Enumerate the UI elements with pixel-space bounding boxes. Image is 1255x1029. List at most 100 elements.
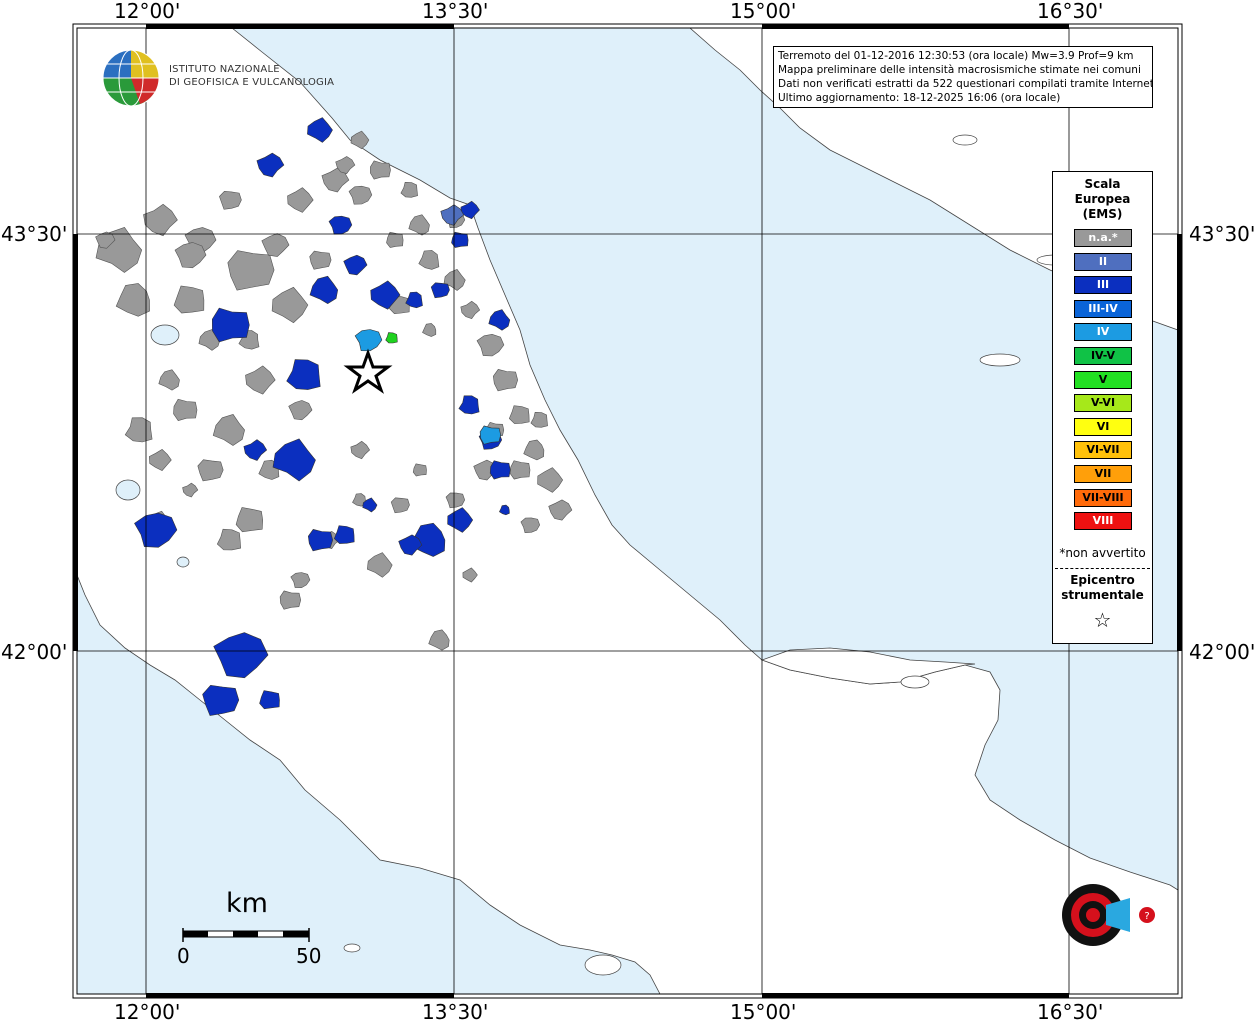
island [952, 134, 978, 146]
municipality-area [243, 439, 268, 461]
municipality-area [408, 214, 430, 236]
legend-epicenter-line-2: strumentale [1061, 588, 1144, 602]
municipality-area [460, 200, 480, 220]
ems-legend: Scala Europea (EMS) n.a.* II III III-IV IV IV… [1052, 171, 1153, 644]
island [343, 943, 361, 953]
event-info-box: Terremoto del 01-12-2016 12:30:53 (ora l… [773, 46, 1153, 108]
municipality-area [95, 231, 116, 249]
municipality-area [115, 283, 150, 317]
map-frame [72, 23, 1183, 999]
municipality-area [143, 203, 178, 237]
municipality-area [509, 460, 531, 480]
municipality-area [443, 269, 466, 291]
gargano-peninsula [760, 647, 976, 685]
municipality-area [537, 467, 564, 493]
lon-tick-top-13-30: 13°30' [422, 0, 489, 23]
municipality-area [261, 233, 290, 257]
municipality-area [343, 254, 368, 276]
municipality-area [245, 365, 276, 395]
legend-epicenter-label: Epicentro strumentale [1053, 573, 1152, 603]
municipality-area [173, 285, 205, 314]
municipality-area [174, 242, 207, 269]
municipality-area [290, 572, 311, 589]
municipality-area [530, 411, 548, 428]
lon-tick-bottom-15-00: 15°00' [730, 1000, 797, 1024]
legend-item: IV-V [1074, 347, 1132, 365]
municipality-area [548, 499, 573, 521]
legend-title-line-1: Scala [1084, 177, 1121, 191]
lon-tick-top-12-00: 12°00' [114, 0, 181, 23]
municipality-area [460, 300, 481, 320]
legend-item: V [1074, 370, 1132, 389]
municipality-area [213, 632, 269, 679]
legend-item: VIII [1074, 512, 1132, 531]
lon-tick-top-16-30: 16°30' [1037, 0, 1104, 23]
municipality-area [508, 405, 530, 424]
legend-epicenter-line-1: Epicentro [1070, 573, 1135, 587]
municipality-area [211, 307, 250, 343]
legend-item: III-IV [1074, 299, 1132, 318]
lat-tick-right-43-30: 43°30' [1189, 222, 1255, 246]
municipality-area [328, 215, 353, 235]
municipality-area [148, 449, 172, 471]
municipality-area [458, 395, 480, 415]
lat-tick-left-43-30: 43°30' [1, 222, 68, 246]
municipality-area [499, 504, 510, 516]
municipality-area [370, 160, 391, 180]
municipality-area [348, 185, 373, 205]
scale-start: 0 [177, 944, 190, 968]
municipality-area [350, 440, 370, 460]
municipality-area [418, 250, 440, 270]
municipality-area [134, 512, 178, 548]
municipality-area [173, 398, 198, 422]
legend-item: V-VI [1074, 394, 1132, 413]
municipality-area [235, 507, 264, 533]
lon-tick-bottom-16-30: 16°30' [1037, 1000, 1104, 1024]
event-info-line-4: Ultimo aggiornamento: 18-12-2025 16:06 (… [778, 92, 1061, 104]
municipality-area [271, 286, 309, 324]
lon-tick-bottom-13-30: 13°30' [422, 1000, 489, 1024]
municipality-area [422, 323, 437, 337]
island [979, 353, 1021, 367]
municipality-area [259, 690, 280, 710]
legend-item: VII [1074, 465, 1132, 483]
legend-title: Scala Europea (EMS) [1053, 177, 1152, 222]
municipality-area [182, 482, 199, 498]
scale-unit: km [226, 888, 268, 919]
municipality-area [390, 497, 410, 514]
municipality-area [462, 567, 478, 583]
island [900, 675, 930, 689]
municipality-area [227, 250, 275, 291]
institute-name: ISTITUTO NAZIONALE DI GEOFISICA E VULCAN… [169, 63, 334, 89]
svg-text:?: ? [1144, 911, 1149, 922]
legend-item: IV [1074, 323, 1132, 342]
legend-item: n.a.* [1074, 229, 1132, 247]
municipality-area [428, 629, 450, 651]
municipality-area [307, 529, 334, 552]
legend-item: VII-VIII [1074, 488, 1132, 507]
municipality-area [400, 181, 418, 198]
municipality-area [520, 517, 541, 534]
municipality-area [479, 425, 502, 445]
municipality-area [202, 684, 240, 716]
lon-tick-bottom-12-00: 12°00' [114, 1000, 181, 1024]
legend-title-line-3: (EMS) [1082, 207, 1123, 221]
municipality-area [197, 459, 224, 482]
municipality-area [405, 291, 423, 309]
municipality-area [333, 525, 355, 544]
municipality-area [354, 329, 383, 352]
municipality-area [370, 280, 401, 310]
legend-note: *non avvertito [1059, 546, 1146, 560]
legend-item: II [1074, 252, 1132, 271]
institute-line-1: ISTITUTO NAZIONALE [169, 64, 280, 75]
lat-tick-left-42-00: 42°00' [1, 640, 68, 664]
event-info-line-2: Mappa preliminare delle intensità macros… [778, 64, 1141, 76]
lake-vico [176, 556, 190, 568]
municipality-area [398, 534, 423, 556]
municipality-area [307, 117, 333, 143]
legend-separator [1055, 568, 1150, 569]
island [584, 954, 622, 976]
municipality-area [286, 359, 321, 390]
municipality-area [309, 275, 339, 304]
